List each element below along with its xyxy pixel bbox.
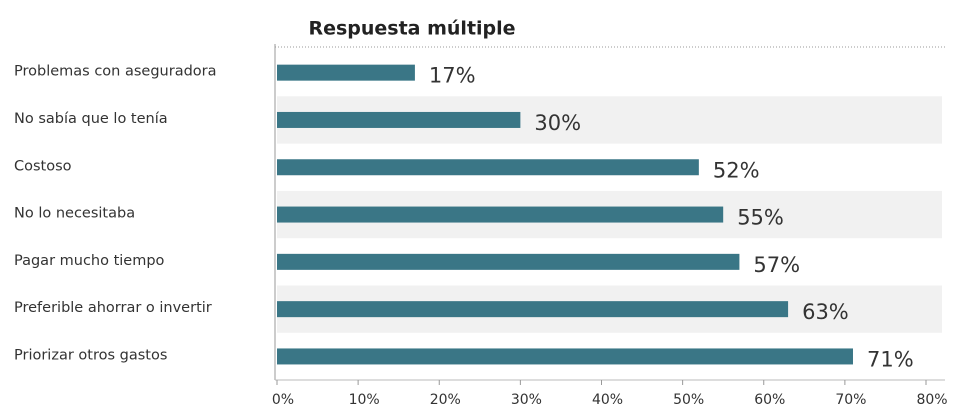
category-label: No lo necesitaba xyxy=(14,206,135,222)
x-tick-label: 80% xyxy=(916,392,947,408)
value-label: 30% xyxy=(534,111,581,135)
x-tick-label: 10% xyxy=(349,392,380,408)
category-label: Preferible ahorrar o invertir xyxy=(14,300,212,316)
x-tick-label: 20% xyxy=(430,392,461,408)
category-label: Costoso xyxy=(14,158,72,174)
bar xyxy=(277,348,853,365)
x-tick-label: 50% xyxy=(673,392,704,408)
x-tick-label: 70% xyxy=(835,392,866,408)
bar xyxy=(277,253,740,270)
bar xyxy=(277,111,521,128)
bar xyxy=(277,159,699,176)
value-label: 71% xyxy=(867,347,914,371)
bar xyxy=(277,206,724,223)
value-label: 55% xyxy=(737,206,784,230)
bar xyxy=(277,64,415,81)
bar xyxy=(277,301,789,318)
x-tick-label: 0% xyxy=(272,392,294,408)
value-label: 52% xyxy=(713,158,760,182)
category-label: Pagar mucho tiempo xyxy=(14,253,165,269)
value-label: 17% xyxy=(429,64,476,88)
value-label: 63% xyxy=(802,300,849,324)
category-label: Priorizar otros gastos xyxy=(14,347,167,363)
chart-title: Respuesta múltiple xyxy=(308,18,515,40)
category-label: No sabía que lo tenía xyxy=(14,111,168,127)
x-tick-label: 40% xyxy=(592,392,623,408)
value-label: 57% xyxy=(753,253,800,277)
x-tick-label: 60% xyxy=(754,392,785,408)
category-label: Problemas con aseguradora xyxy=(14,64,217,80)
x-tick-label: 30% xyxy=(511,392,542,408)
